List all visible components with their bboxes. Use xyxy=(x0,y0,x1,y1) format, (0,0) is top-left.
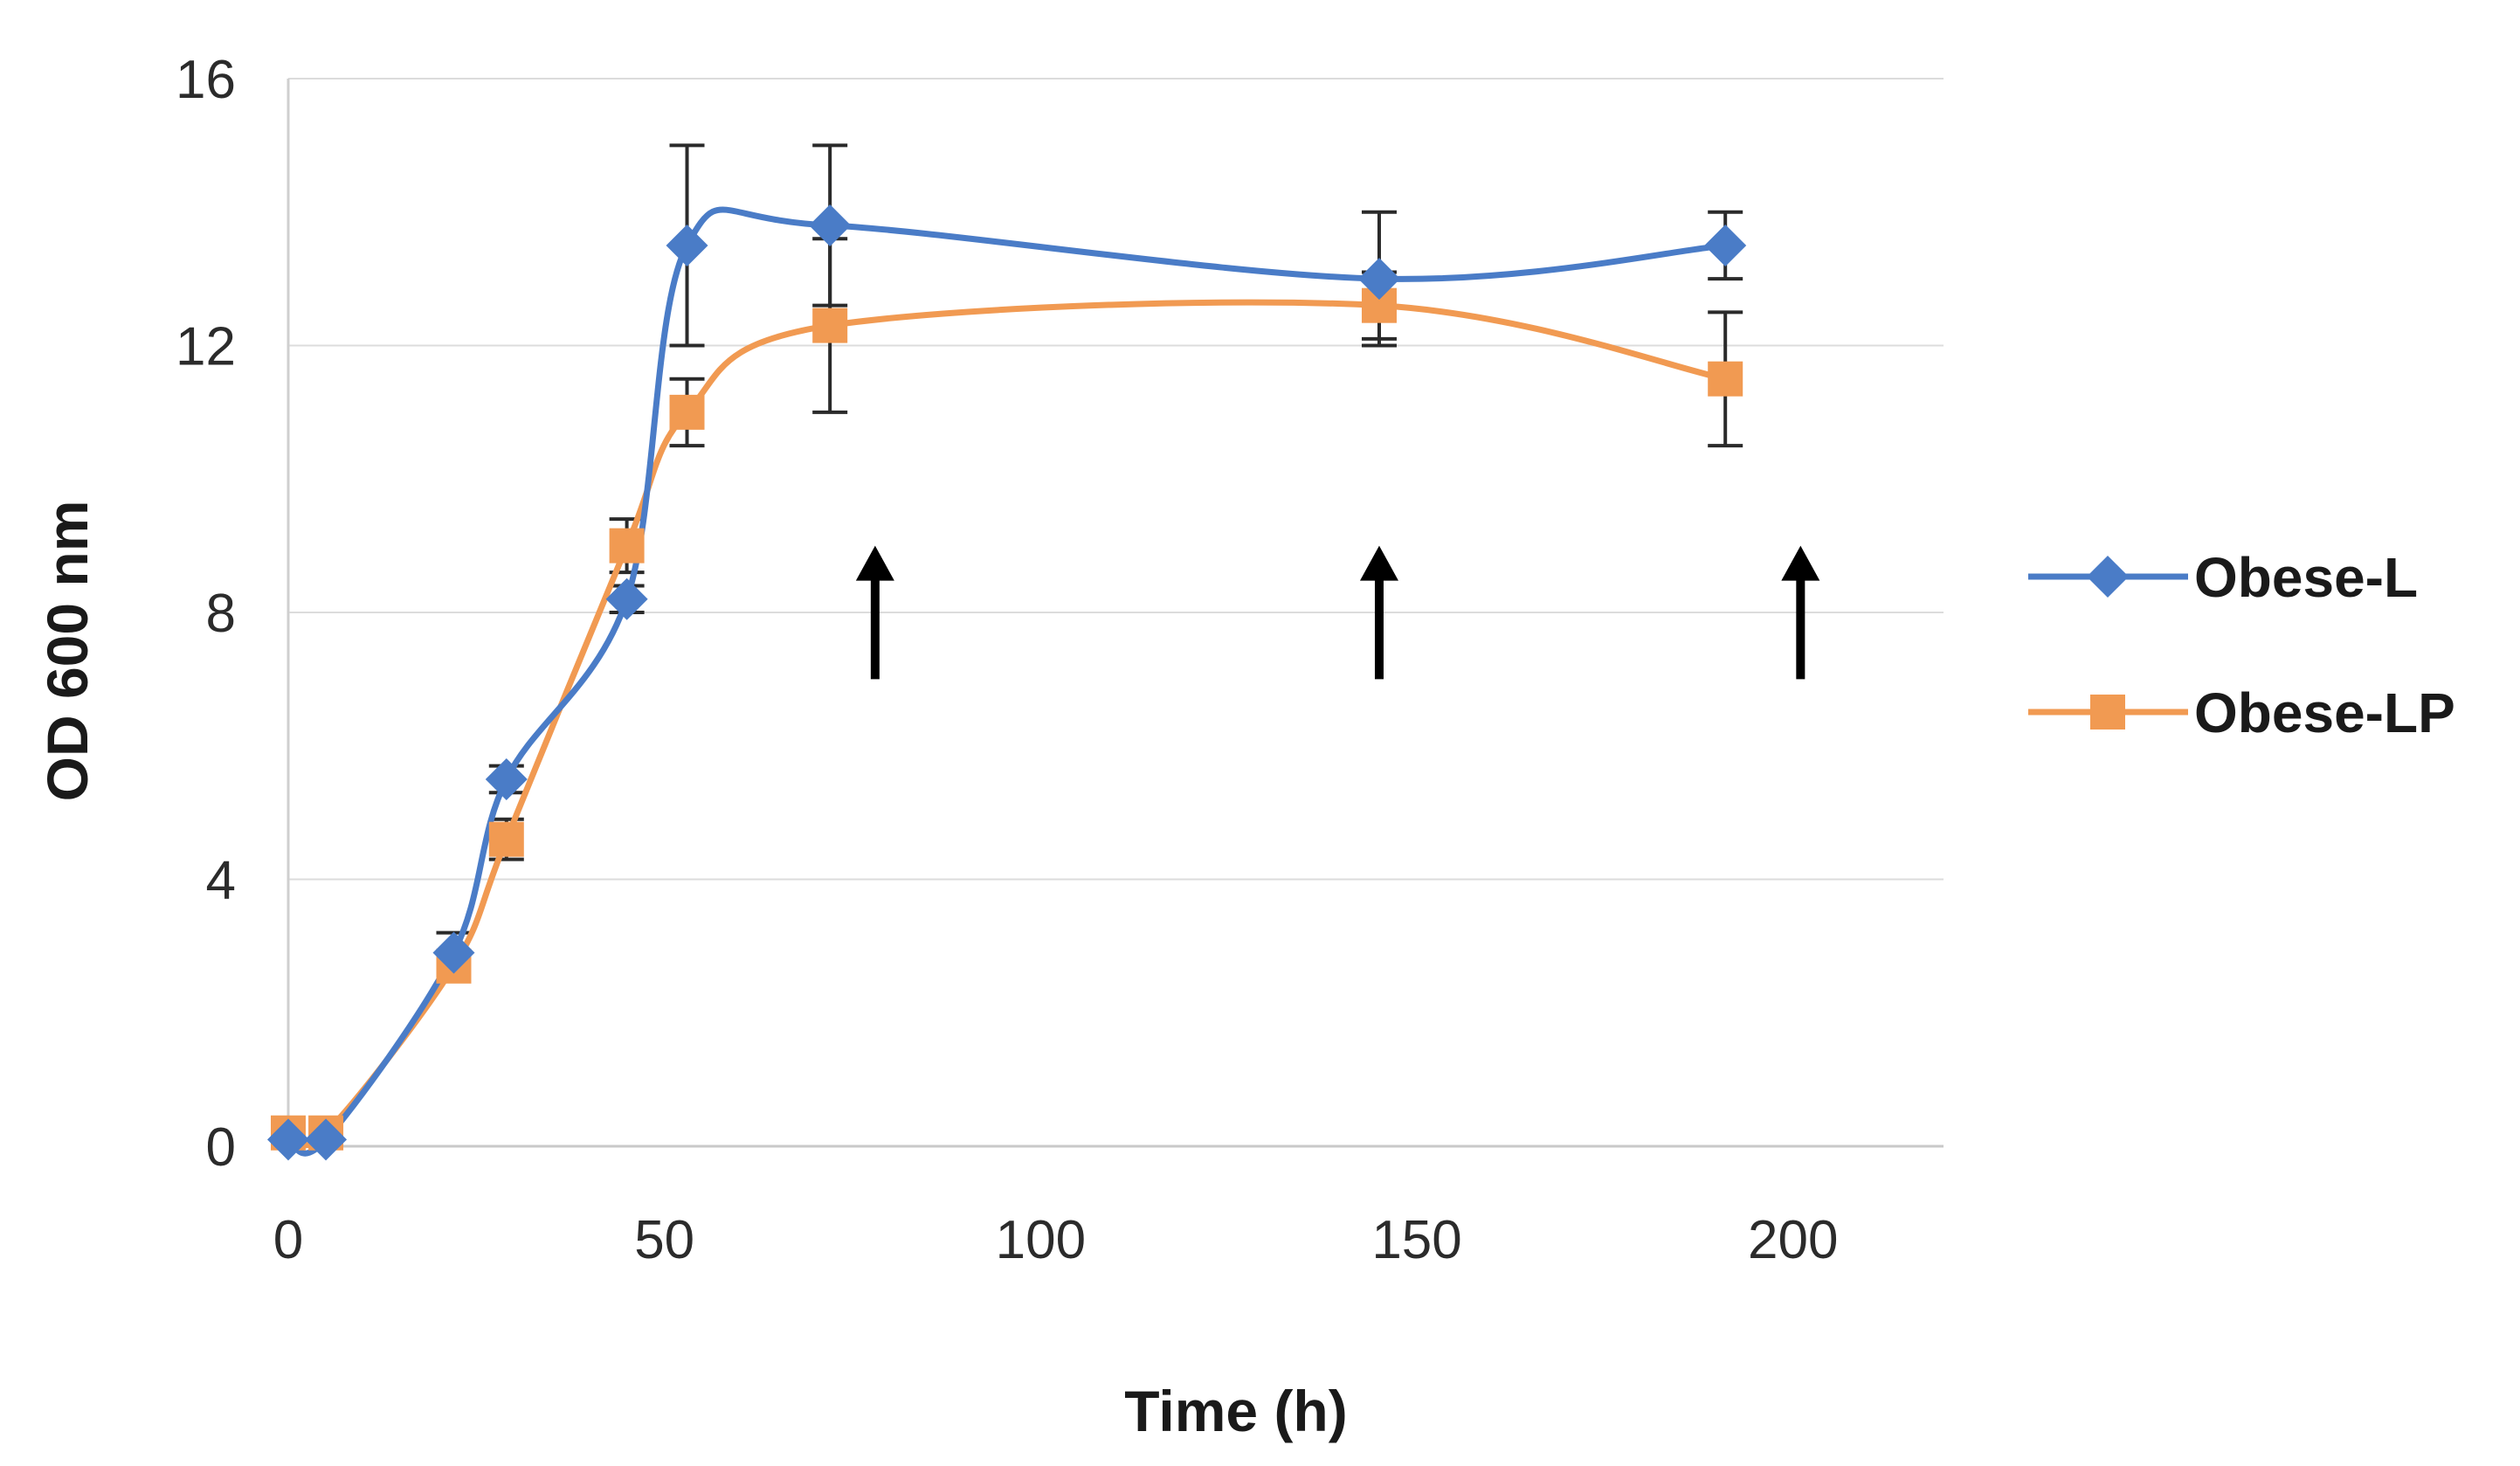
y-tick-label-0: 0 xyxy=(206,1117,236,1178)
arrow-head xyxy=(855,545,894,581)
x-tick-label-150: 150 xyxy=(1371,1210,1461,1270)
up-arrow-2 xyxy=(1359,545,1398,680)
legend-item-obese-l: Obese-L xyxy=(2028,546,2418,609)
series-line-obese-lp xyxy=(287,299,1726,1149)
series-markers xyxy=(267,204,1747,1161)
x-tick-label-0: 0 xyxy=(273,1210,303,1270)
point-obese-lp-6 xyxy=(812,308,848,343)
point-obese-l-7 xyxy=(1357,258,1400,301)
y-tick-label-12: 12 xyxy=(176,317,236,377)
tick-labels: 0 4 8 12 16 0 50 100 150 200 xyxy=(176,50,1838,1270)
legend-label-obese-l: Obese-L xyxy=(2194,546,2418,609)
point-obese-l-4 xyxy=(605,577,648,620)
legend-item-obese-lp: Obese-LP xyxy=(2028,681,2455,744)
series-lines xyxy=(287,206,1726,1157)
y-axis-title: OD 600 nm xyxy=(35,501,100,802)
point-obese-lp-5 xyxy=(669,394,705,430)
point-obese-lp-3 xyxy=(488,821,524,857)
x-tick-label-100: 100 xyxy=(996,1210,1086,1270)
point-obese-l-1 xyxy=(305,1118,348,1161)
point-obese-lp-8 xyxy=(1708,361,1743,397)
point-obese-l-6 xyxy=(809,204,852,247)
x-axis-title: Time (h) xyxy=(1124,1379,1347,1443)
arrow-head xyxy=(1781,545,1820,581)
gridlines xyxy=(288,78,1944,1148)
y-tick-label-4: 4 xyxy=(206,851,236,911)
point-obese-l-8 xyxy=(1704,224,1747,266)
up-arrow-1 xyxy=(855,545,894,680)
point-obese-l-5 xyxy=(666,224,708,266)
point-obese-l-2 xyxy=(432,931,475,974)
point-obese-l-0 xyxy=(267,1118,309,1161)
legend: Obese-L Obese-LP xyxy=(2028,546,2455,744)
y-tick-label-16: 16 xyxy=(176,50,236,110)
point-obese-l-3 xyxy=(485,757,528,800)
annotation-arrows xyxy=(855,545,1820,680)
y-tick-label-8: 8 xyxy=(206,584,236,644)
point-obese-lp-4 xyxy=(609,528,645,564)
up-arrow-3 xyxy=(1781,545,1820,680)
x-tick-label-200: 200 xyxy=(1748,1210,1838,1270)
arrow-head xyxy=(1359,545,1398,581)
series-line-obese-l xyxy=(287,206,1726,1157)
x-tick-label-50: 50 xyxy=(634,1210,694,1270)
legend-label-obese-lp: Obese-LP xyxy=(2194,681,2455,744)
